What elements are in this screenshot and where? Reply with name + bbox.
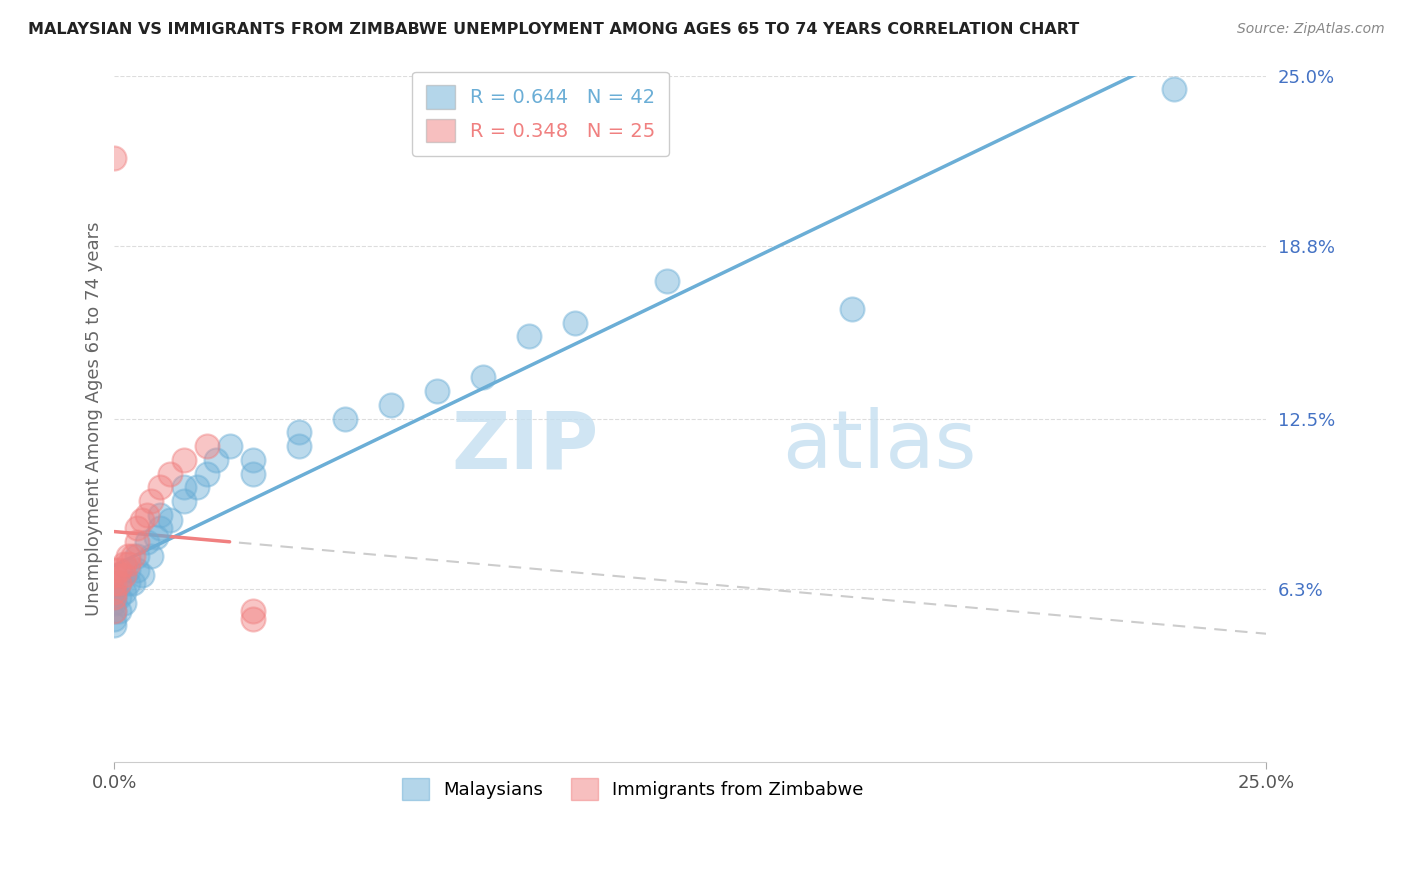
Point — [121, 549, 143, 563]
Point — [121, 576, 143, 591]
Point — [127, 521, 149, 535]
Point — [186, 480, 208, 494]
Point — [103, 563, 125, 577]
Point — [117, 576, 139, 591]
Point — [159, 467, 181, 481]
Point — [426, 384, 449, 399]
Point — [204, 452, 226, 467]
Point — [195, 439, 218, 453]
Point — [112, 557, 135, 571]
Point — [472, 370, 495, 384]
Point — [149, 508, 172, 522]
Point — [159, 513, 181, 527]
Point — [103, 612, 125, 626]
Point — [173, 452, 195, 467]
Point — [242, 452, 264, 467]
Point — [195, 467, 218, 481]
Point — [173, 480, 195, 494]
Point — [149, 480, 172, 494]
Point — [564, 316, 586, 330]
Point — [218, 439, 240, 453]
Y-axis label: Unemployment Among Ages 65 to 74 years: Unemployment Among Ages 65 to 74 years — [86, 221, 103, 615]
Point — [103, 596, 125, 610]
Point — [103, 576, 125, 591]
Point — [103, 604, 125, 618]
Point — [103, 151, 125, 165]
Point — [103, 584, 125, 599]
Point — [131, 513, 153, 527]
Point — [108, 576, 131, 591]
Point — [287, 425, 309, 440]
Point — [173, 494, 195, 508]
Point — [117, 557, 139, 571]
Point — [841, 301, 863, 316]
Point — [141, 494, 163, 508]
Point — [112, 584, 135, 599]
Point — [127, 549, 149, 563]
Point — [103, 590, 125, 604]
Text: Source: ZipAtlas.com: Source: ZipAtlas.com — [1237, 22, 1385, 37]
Point — [517, 329, 540, 343]
Point — [333, 411, 356, 425]
Point — [103, 590, 125, 604]
Point — [103, 568, 125, 582]
Point — [242, 612, 264, 626]
Point — [103, 604, 125, 618]
Point — [103, 584, 125, 599]
Text: atlas: atlas — [783, 407, 977, 485]
Point — [141, 549, 163, 563]
Point — [242, 467, 264, 481]
Point — [112, 596, 135, 610]
Point — [131, 568, 153, 582]
Point — [135, 508, 157, 522]
Point — [117, 563, 139, 577]
Point — [112, 568, 135, 582]
Point — [287, 439, 309, 453]
Point — [108, 576, 131, 591]
Point — [117, 549, 139, 563]
Point — [135, 535, 157, 549]
Point — [657, 274, 679, 288]
Legend: Malaysians, Immigrants from Zimbabwe: Malaysians, Immigrants from Zimbabwe — [388, 764, 877, 814]
Point — [242, 604, 264, 618]
Point — [103, 617, 125, 632]
Point — [127, 535, 149, 549]
Point — [108, 590, 131, 604]
Text: ZIP: ZIP — [451, 407, 598, 485]
Point — [1163, 82, 1185, 96]
Point — [127, 563, 149, 577]
Text: MALAYSIAN VS IMMIGRANTS FROM ZIMBABWE UNEMPLOYMENT AMONG AGES 65 TO 74 YEARS COR: MALAYSIAN VS IMMIGRANTS FROM ZIMBABWE UN… — [28, 22, 1080, 37]
Point — [108, 563, 131, 577]
Point — [145, 530, 167, 544]
Point — [380, 398, 402, 412]
Point — [149, 521, 172, 535]
Point — [108, 604, 131, 618]
